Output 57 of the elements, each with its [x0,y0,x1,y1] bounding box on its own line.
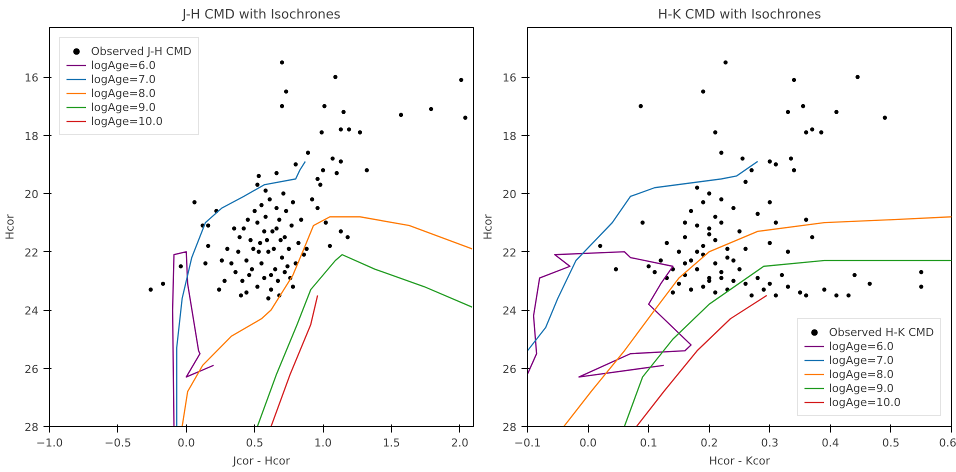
legend-label: logAge=7.0 [828,353,894,367]
legend-label: logAge=9.0 [828,381,894,395]
y-tick-label: 20 [502,188,517,202]
legend-label: logAge=8.0 [828,367,894,381]
line-series [624,260,952,426]
x-axis-title: Jcor - Hcor [232,454,291,468]
y-axis-title: Hcor [4,214,17,240]
y-tick-label: 26 [502,362,517,376]
line-series [528,160,758,352]
y-tick-label: 16 [502,72,517,85]
y-tick-label: 24 [24,304,39,318]
line-series [256,254,473,426]
y-axis-title: Hcor [482,214,495,240]
y-tick-label: 28 [502,421,517,434]
y-tick-label: 18 [24,130,39,143]
x-tick-label: 0.0 [579,436,597,450]
line-series [182,216,473,426]
y-tick-label: 22 [502,246,517,260]
legend-label: logAge=6.0 [828,339,894,353]
x-tick-label: −1.0 [36,436,63,450]
x-tick-label: 1.0 [314,436,332,450]
legend-label: logAge=6.0 [91,58,156,72]
chart-title: H-K CMD with Isochrones [658,8,822,22]
x-tick-label: 0.4 [822,436,840,450]
legend-label: logAge=10.0 [828,395,901,409]
legend-label: logAge=9.0 [91,100,156,114]
legend-label: Observed J-H CMD [91,44,192,58]
x-tick-label: 0.2 [700,436,718,450]
y-tick-label: 24 [502,304,517,318]
y-tick-label: 26 [24,362,39,376]
y-tick-label: 16 [24,72,39,85]
line-series [563,216,952,426]
x-tick-label: 0.5 [246,436,264,450]
x-tick-label: −0.1 [514,436,541,450]
legend-label: logAge=8.0 [91,86,156,100]
x-tick-label: 2.0 [451,436,469,450]
line-series [172,251,214,426]
x-tick-label: 0.1 [640,436,658,450]
legend-label: Observed H-K CMD [828,325,934,339]
y-tick-label: 22 [24,246,39,260]
line-series [270,294,318,426]
x-tick-label: −0.5 [104,436,132,450]
line-series [636,294,768,426]
x-tick-label: 0.0 [178,436,196,450]
x-tick-label: 0.5 [882,436,900,450]
y-tick-label: 18 [502,130,517,143]
x-tick-label: 0.6 [939,436,956,450]
x-axis-title: Hcor - Kcor [708,454,770,468]
line-series [176,160,306,426]
x-tick-label: 1.5 [382,436,400,450]
y-tick-label: 28 [24,421,39,434]
legend-label: logAge=10.0 [91,114,163,128]
chart-title: J-H CMD with Isochrones [181,8,341,22]
y-tick-label: 20 [24,188,39,202]
x-tick-label: 0.3 [761,436,779,450]
line-series [528,251,692,378]
legend-label: logAge=7.0 [91,72,156,86]
